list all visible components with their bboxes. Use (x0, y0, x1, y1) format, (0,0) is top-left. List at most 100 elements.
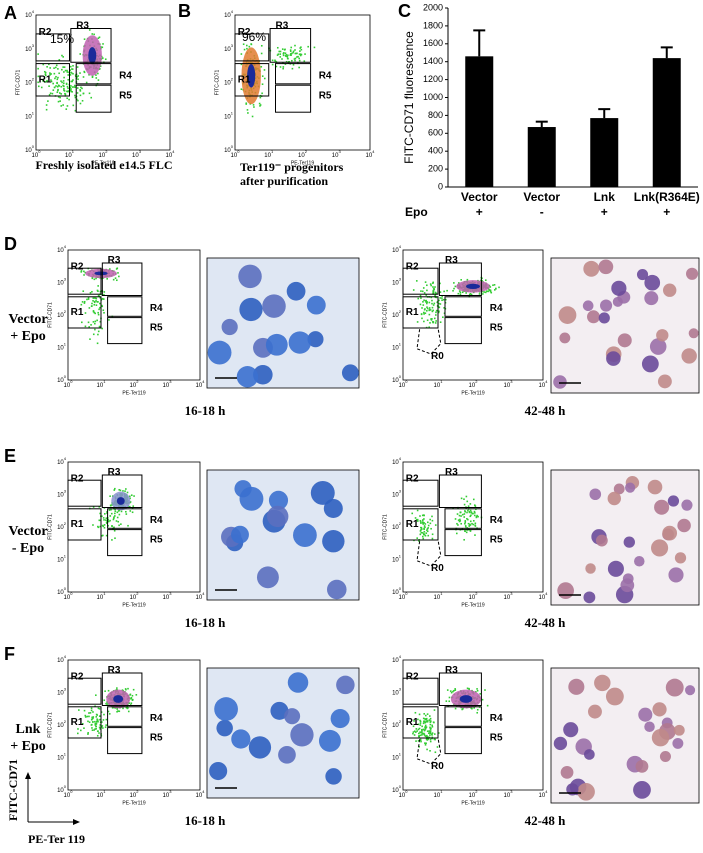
cell (239, 297, 263, 322)
event-dot (425, 742, 427, 745)
event-dot (253, 106, 255, 108)
tick-base: 10 (469, 595, 476, 601)
event-dot (418, 735, 420, 738)
y-tick-label: 100 (224, 144, 234, 154)
event-dot (300, 53, 303, 56)
tick-base: 10 (64, 793, 71, 799)
event-dot (93, 33, 95, 36)
tick-base: 10 (97, 793, 104, 799)
event-dot (431, 306, 434, 309)
cell (268, 490, 289, 510)
tick-exp: 2 (399, 719, 402, 724)
event-dot (457, 292, 460, 295)
event-dot (282, 54, 285, 57)
event-dot (468, 688, 470, 691)
x-tick-label: 101 (434, 591, 444, 601)
density-peak (88, 47, 97, 64)
event-dot (419, 724, 422, 726)
x-tick-label: 104 (366, 149, 376, 159)
gate-label: R2 (238, 27, 251, 38)
event-dot (120, 523, 122, 525)
event-dot (453, 689, 455, 692)
y-tick-label: 1000 (423, 92, 443, 102)
gate-label: R1 (406, 717, 419, 728)
event-dot (91, 727, 93, 729)
event-dot (419, 734, 422, 737)
event-dot (419, 303, 422, 306)
event-dot (57, 100, 60, 103)
cell (638, 707, 653, 722)
x-tick-label: 104 (166, 149, 176, 159)
gate (107, 296, 143, 317)
cell (323, 498, 343, 518)
tick-base: 10 (130, 595, 137, 601)
tick-exp: 4 (399, 456, 402, 461)
gate-label: R1 (238, 74, 251, 85)
event-dot (92, 333, 95, 336)
event-dot (97, 707, 100, 710)
event-dot (428, 719, 431, 721)
tick-exp: 3 (510, 379, 513, 384)
event-dot (421, 317, 423, 320)
event-dot (62, 56, 65, 58)
event-dot (60, 80, 62, 82)
event-dot (300, 46, 302, 49)
event-dot (98, 506, 101, 508)
event-dot (476, 688, 478, 690)
event-dot (49, 72, 51, 74)
event-dot (292, 63, 295, 66)
cell (583, 591, 596, 604)
tick-exp: 0 (64, 374, 67, 379)
event-dot (37, 85, 40, 88)
event-dot (243, 48, 246, 51)
event-dot (83, 274, 85, 276)
cell (651, 539, 669, 557)
event-dot (420, 313, 423, 315)
event-dot (476, 711, 479, 714)
event-dot (281, 48, 284, 50)
event-dot (292, 50, 295, 53)
event-dot (102, 534, 104, 537)
event-dot (103, 713, 105, 716)
event-dot (129, 694, 131, 696)
event-dot (119, 489, 122, 492)
tick-base: 10 (163, 383, 170, 389)
tick-base: 10 (434, 595, 441, 601)
cell (341, 364, 359, 382)
event-dot (457, 282, 460, 284)
y-tick-label: 103 (392, 687, 402, 697)
event-dot (425, 299, 427, 302)
event-dot (72, 72, 74, 75)
event-dot (99, 306, 101, 309)
event-dot (443, 307, 445, 309)
event-dot (49, 67, 51, 69)
tick-exp: 4 (64, 654, 67, 659)
event-dot (252, 104, 255, 106)
event-dot (70, 71, 72, 74)
epo-sign: + (601, 205, 608, 219)
x-tick-label: 101 (65, 149, 75, 159)
event-dot (76, 98, 78, 101)
event-dot (289, 50, 292, 53)
event-dot (56, 78, 59, 81)
event-dot (117, 710, 119, 712)
tick-exp: 0 (38, 149, 41, 154)
event-dot (426, 748, 428, 751)
event-dot (457, 519, 460, 521)
gate-label: R1 (406, 307, 419, 318)
condition: + Epo (10, 739, 46, 754)
gate (107, 727, 143, 755)
event-dot (297, 55, 299, 58)
event-dot (72, 79, 74, 81)
event-dot (97, 330, 100, 333)
y-tick-label: 1800 (423, 20, 443, 30)
event-dot (93, 311, 96, 314)
event-dot (81, 722, 84, 725)
event-dot (58, 59, 61, 61)
tick-exp: 1 (103, 591, 106, 596)
event-dot (475, 516, 478, 519)
event-dot (57, 68, 59, 70)
event-dot (294, 57, 297, 60)
event-dot (464, 510, 466, 512)
event-dot (37, 75, 40, 78)
